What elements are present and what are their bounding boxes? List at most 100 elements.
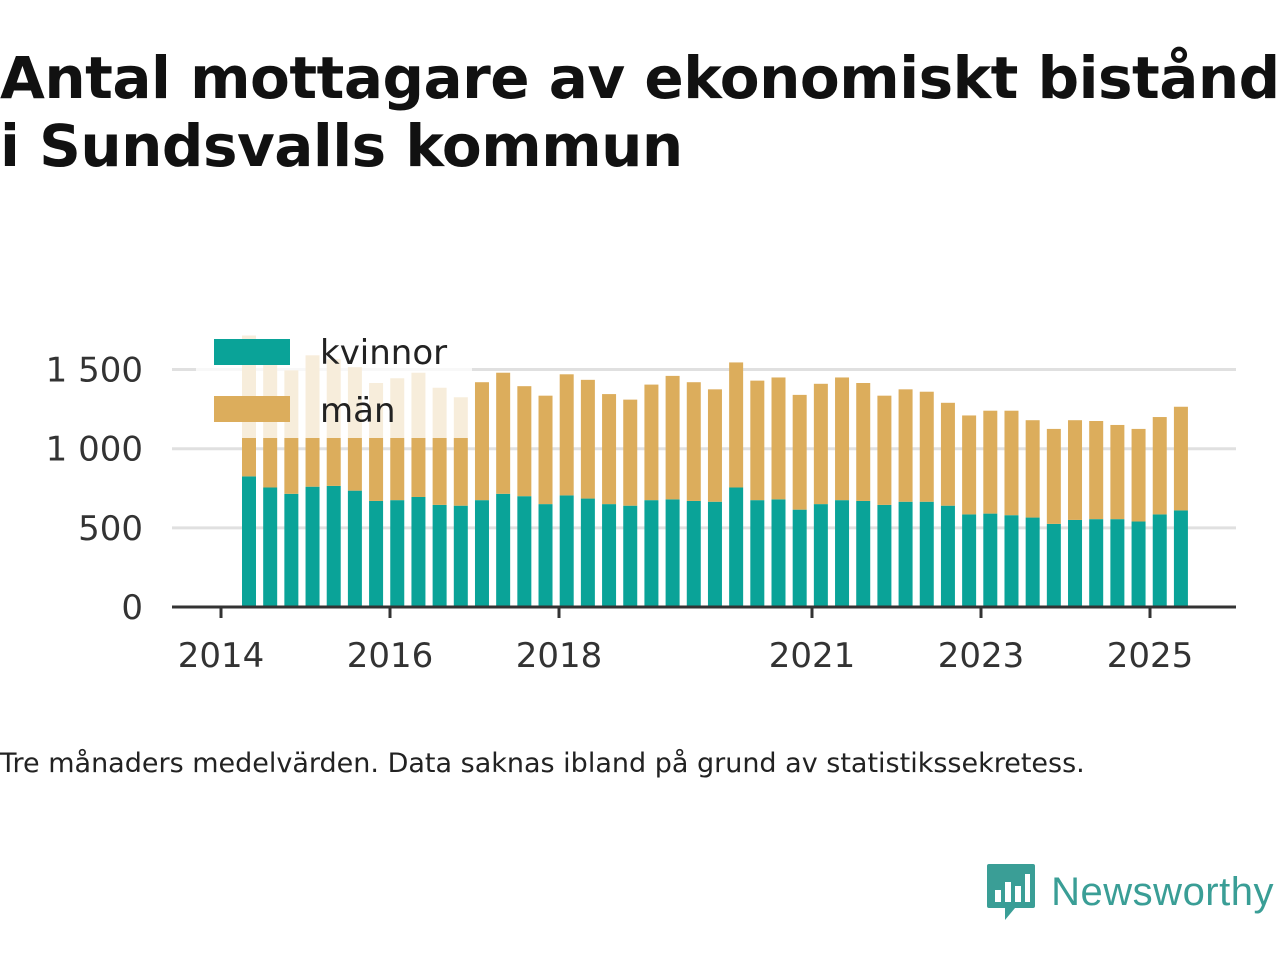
bar-kvinnor xyxy=(940,505,955,607)
title-line-1: Antal mottagare av ekonomiskt bistånd xyxy=(0,44,1280,112)
bar-kvinnor xyxy=(602,504,617,607)
bar-kvinnor xyxy=(369,500,384,607)
brand-name: Newsworthy xyxy=(1051,869,1274,914)
bar-man xyxy=(1004,410,1019,516)
bar-man xyxy=(1173,406,1188,511)
bars xyxy=(242,335,1188,607)
x-tick-label: 2021 xyxy=(769,636,856,676)
x-tick-label: 2014 xyxy=(178,636,265,676)
bar-man xyxy=(623,399,638,506)
bar-man xyxy=(1046,428,1061,524)
x-tick-label: 2016 xyxy=(347,636,434,676)
bar-kvinnor xyxy=(1089,519,1104,607)
bar-man xyxy=(750,380,765,501)
bar-kvinnor xyxy=(347,490,362,607)
bar-kvinnor xyxy=(1068,519,1083,607)
bar-man xyxy=(644,384,659,501)
bar-kvinnor xyxy=(284,493,299,607)
bar-man xyxy=(1068,420,1083,520)
bar-kvinnor xyxy=(686,500,701,607)
bar-man xyxy=(1152,417,1167,515)
newsworthy-logo-icon xyxy=(987,864,1036,920)
bar-kvinnor xyxy=(898,501,913,607)
bar-kvinnor xyxy=(1173,510,1188,607)
bar-kvinnor xyxy=(1152,514,1167,607)
bar-kvinnor xyxy=(729,487,744,607)
bar-man xyxy=(707,389,722,502)
bar-man xyxy=(474,382,489,501)
bar-man xyxy=(1089,420,1104,520)
bar-kvinnor xyxy=(474,500,489,607)
bar-kvinnor xyxy=(665,499,680,607)
bar-kvinnor xyxy=(919,501,934,607)
bar-kvinnor xyxy=(517,496,532,607)
bar-man xyxy=(559,374,574,496)
bar-kvinnor xyxy=(559,495,574,607)
bar-kvinnor xyxy=(453,505,468,607)
bar-kvinnor xyxy=(326,485,341,607)
y-tick-label: 0 xyxy=(121,588,143,628)
bar-kvinnor xyxy=(771,499,786,607)
bar-kvinnor xyxy=(750,500,765,607)
y-tick-label: 1 000 xyxy=(46,430,143,470)
bar-kvinnor xyxy=(707,501,722,607)
bar-kvinnor xyxy=(1131,521,1146,607)
bar-man xyxy=(1025,420,1040,518)
bar-man xyxy=(1110,424,1125,520)
bar-man xyxy=(1131,428,1146,522)
bar-man xyxy=(962,415,977,515)
title-line-2: i Sundsvalls kommun xyxy=(0,112,683,180)
bar-man xyxy=(517,386,532,497)
bar-kvinnor xyxy=(242,476,256,607)
bar-kvinnor xyxy=(263,487,278,607)
chart-caption: Tre månaders medelvärden. Data saknas ib… xyxy=(0,748,1085,779)
bar-kvinnor xyxy=(411,496,426,607)
bar-kvinnor xyxy=(432,504,447,607)
bar-man xyxy=(602,394,617,505)
bar-kvinnor xyxy=(1046,523,1061,607)
bar-kvinnor xyxy=(856,500,871,607)
chart-title: Antal mottagare av ekonomiskt bistånd i … xyxy=(0,44,1280,180)
bar-kvinnor xyxy=(644,500,659,607)
bar-kvinnor xyxy=(496,493,511,607)
bar-man xyxy=(898,389,913,502)
brand-logo: Newsworthy xyxy=(985,862,1274,922)
bar-kvinnor xyxy=(580,498,595,607)
bar-man xyxy=(877,395,892,505)
bar-man xyxy=(580,379,595,499)
bar-kvinnor xyxy=(1025,517,1040,607)
legend: kvinnor män xyxy=(196,322,472,438)
bar-man xyxy=(940,402,955,506)
bar-kvinnor xyxy=(390,500,405,607)
legend-label-man: män xyxy=(320,391,396,431)
bar-kvinnor xyxy=(792,509,807,607)
bar-man xyxy=(729,362,744,488)
bar-kvinnor xyxy=(835,500,850,607)
x-tick-label: 2023 xyxy=(938,636,1025,676)
bar-kvinnor xyxy=(983,513,998,607)
legend-swatch-man xyxy=(214,396,290,422)
bar-man xyxy=(792,394,807,510)
bar-kvinnor xyxy=(305,486,320,607)
x-tick-label: 2018 xyxy=(516,636,603,676)
legend-label-kvinnor: kvinnor xyxy=(320,333,447,373)
y-tick-label: 1 500 xyxy=(46,351,143,391)
bar-man xyxy=(919,391,934,502)
bar-kvinnor xyxy=(623,505,638,607)
x-tick-label: 2025 xyxy=(1107,636,1194,676)
bar-kvinnor xyxy=(1110,519,1125,607)
bar-man xyxy=(983,410,998,514)
bar-kvinnor xyxy=(813,504,828,607)
bar-kvinnor xyxy=(1004,515,1019,607)
bar-man xyxy=(665,375,680,500)
bar-kvinnor xyxy=(877,504,892,607)
bar-man xyxy=(771,377,786,500)
bar-kvinnor xyxy=(538,504,553,607)
bar-man xyxy=(538,395,553,505)
bar-man xyxy=(813,383,828,505)
bar-kvinnor xyxy=(962,514,977,607)
axes: 0 500 1 000 1 500 2014 2016 2018 2021 2023 2025 xyxy=(46,351,1236,676)
bar-man xyxy=(856,383,871,501)
bar-man xyxy=(496,372,511,494)
y-tick-label: 500 xyxy=(78,509,143,549)
